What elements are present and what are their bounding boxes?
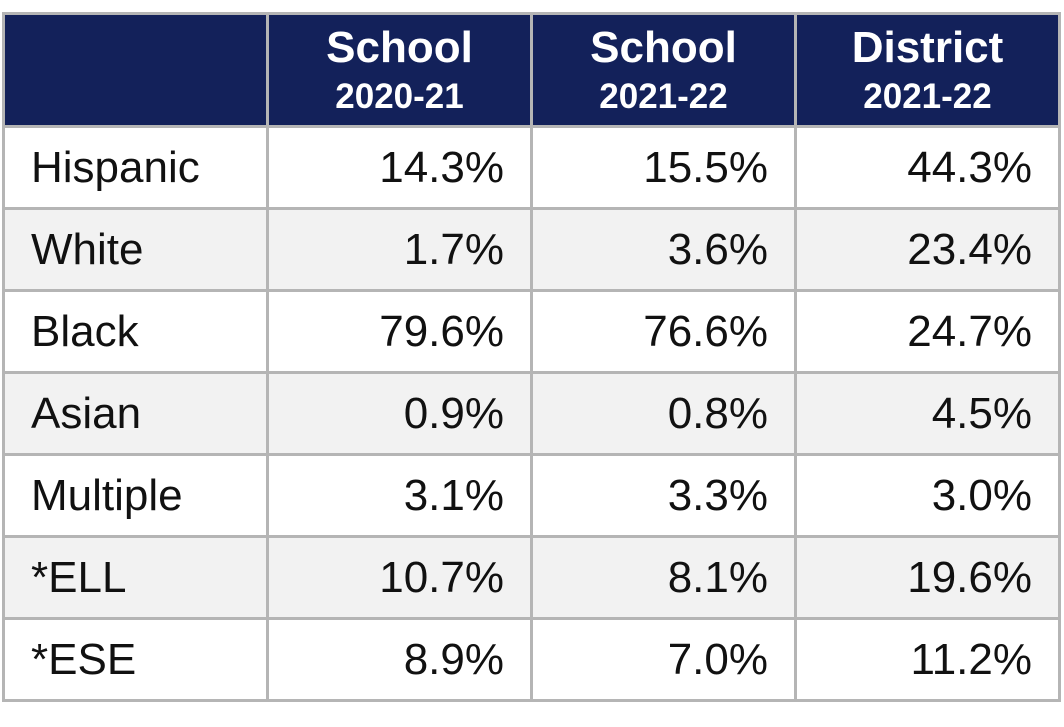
- value-cell: 76.6%: [530, 289, 797, 374]
- value-cell: 19.6%: [794, 535, 1061, 620]
- value-cell: 3.6%: [530, 207, 797, 292]
- table-row: Black 79.6% 76.6% 24.7%: [2, 289, 1061, 374]
- value-cell: 8.1%: [530, 535, 797, 620]
- value-cell: 0.9%: [266, 371, 533, 456]
- row-label: *ELL: [2, 535, 269, 620]
- value-cell: 10.7%: [266, 535, 533, 620]
- table-row: Multiple 3.1% 3.3% 3.0%: [2, 453, 1061, 538]
- value-cell: 8.9%: [266, 617, 533, 702]
- value-cell: 7.0%: [530, 617, 797, 702]
- header-title: School: [326, 22, 473, 72]
- value-cell: 1.7%: [266, 207, 533, 292]
- row-label: Asian: [2, 371, 269, 456]
- row-label: Multiple: [2, 453, 269, 538]
- table-body: Hispanic 14.3% 15.5% 44.3% White 1.7% 3.6% 23.4…: [2, 125, 1061, 702]
- value-cell: 44.3%: [794, 125, 1061, 210]
- value-cell: 24.7%: [794, 289, 1061, 374]
- value-cell: 23.4%: [794, 207, 1061, 292]
- table-row: Asian 0.9% 0.8% 4.5%: [2, 371, 1061, 456]
- value-cell: 3.1%: [266, 453, 533, 538]
- table-row: White 1.7% 3.6% 23.4%: [2, 207, 1061, 292]
- value-cell: 79.6%: [266, 289, 533, 374]
- table-row: *ELL 10.7% 8.1% 19.6%: [2, 535, 1061, 620]
- value-cell: 4.5%: [794, 371, 1061, 456]
- header-row: School 2020-21 School 2021-22 District 2021-2…: [2, 12, 1061, 128]
- table-row: Hispanic 14.3% 15.5% 44.3%: [2, 125, 1061, 210]
- header-cell: School 2020-21: [266, 12, 533, 128]
- header-corner: [2, 12, 269, 128]
- table-row: *ESE 8.9% 7.0% 11.2%: [2, 617, 1061, 702]
- value-cell: 0.8%: [530, 371, 797, 456]
- value-cell: 14.3%: [266, 125, 533, 210]
- header-cell: School 2021-22: [530, 12, 797, 128]
- header-year: 2021-22: [863, 76, 992, 116]
- value-cell: 3.0%: [794, 453, 1061, 538]
- header-cell: District 2021-22: [794, 12, 1061, 128]
- row-label: *ESE: [2, 617, 269, 702]
- row-label: Hispanic: [2, 125, 269, 210]
- value-cell: 3.3%: [530, 453, 797, 538]
- value-cell: 15.5%: [530, 125, 797, 210]
- header-title: District: [851, 22, 1004, 72]
- header-year: 2020-21: [335, 76, 464, 116]
- demographics-table: School 2020-21 School 2021-22 District 2021-2…: [2, 12, 1061, 702]
- row-label: White: [2, 207, 269, 292]
- header-title: School: [590, 22, 737, 72]
- value-cell: 11.2%: [794, 617, 1061, 702]
- row-label: Black: [2, 289, 269, 374]
- header-year: 2021-22: [599, 76, 728, 116]
